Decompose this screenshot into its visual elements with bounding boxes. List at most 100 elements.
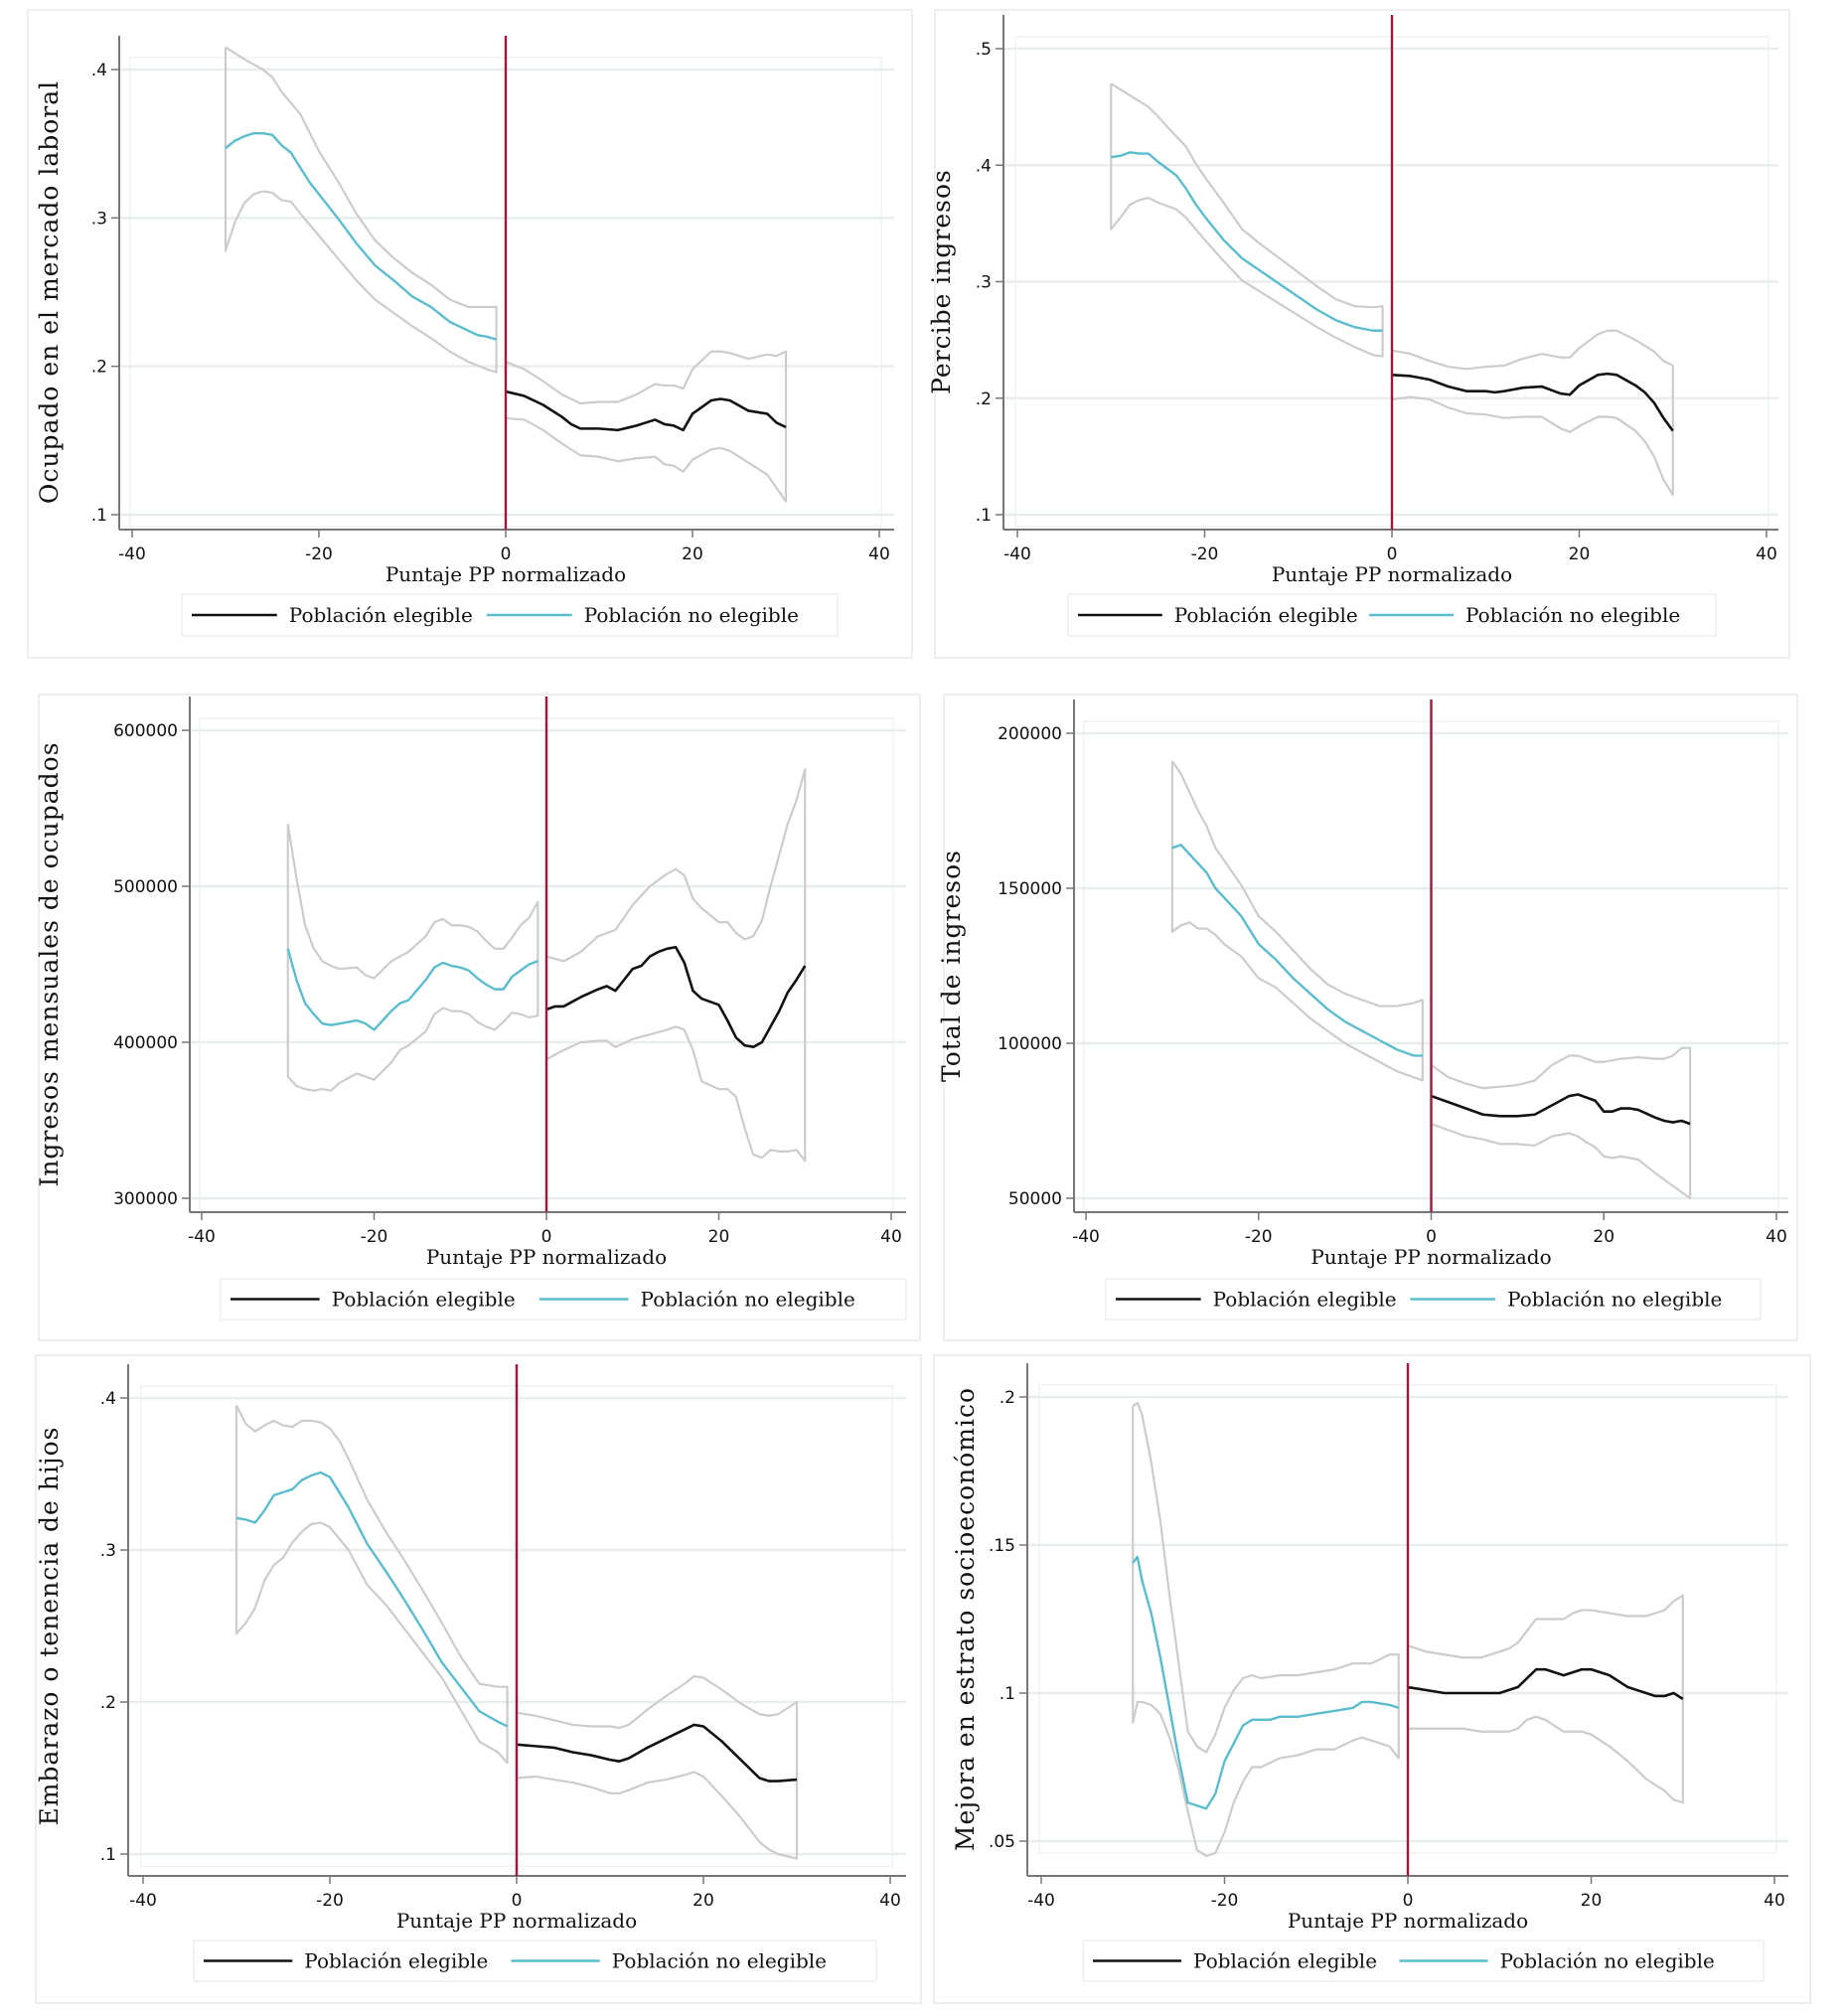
x-tick-label: 0	[1403, 1891, 1414, 1911]
no-elegible-estimate-line	[1132, 1555, 1400, 1810]
chart-panel-6: .05 .1 .15 .2 -40 -20 0 20 40 Puntaje PP normaliz…	[933, 1354, 1811, 2004]
legend: Población elegible Población no elegible	[220, 1278, 907, 1320]
x-tick-label: 40	[1756, 544, 1777, 564]
x-tick-label: -20	[305, 544, 333, 564]
legend-label-no-elegible: Población no elegible	[1507, 1288, 1722, 1312]
y-tick-label: .1	[999, 1684, 1015, 1704]
legend-label-no-elegible: Población no elegible	[1465, 603, 1680, 627]
x-tick-label: -40	[1003, 544, 1031, 564]
elegible-ci-band	[1430, 1046, 1692, 1200]
y-tick-label: 100000	[998, 1034, 1062, 1054]
no-elegible-estimate-line	[286, 948, 538, 1031]
panel-frame	[27, 9, 913, 659]
legend-label-elegible: Población elegible	[1193, 1949, 1377, 1973]
y-tick-label: .5	[976, 40, 992, 60]
y-axis-title: Percibe ingresos	[927, 169, 956, 394]
x-tick-label: 40	[879, 1891, 901, 1911]
panel-frame	[943, 694, 1798, 1341]
elegible-estimate-line	[545, 945, 807, 1049]
no-elegible-ci-band	[224, 46, 498, 374]
y-tick-label: .1	[100, 1845, 116, 1865]
x-axis-title: Puntaje PP normalizado	[1310, 1245, 1551, 1269]
legend-label-no-elegible: Población no elegible	[1500, 1949, 1715, 1973]
x-tick-label: 20	[708, 1227, 730, 1247]
legend-label-elegible: Población elegible	[304, 1949, 488, 1973]
y-axis-title: Embarazo o tenencia de hijos	[35, 1426, 64, 1825]
legend-label-elegible: Población elegible	[1174, 603, 1358, 627]
chart-panel-4: 50000 100000 150000 200000 -40 -20 0 20 40 Puntaj…	[937, 694, 1798, 1341]
no-elegible-ci-band	[1110, 82, 1384, 358]
x-tick-label: -20	[1245, 1227, 1273, 1247]
x-axis-title: Puntaje PP normalizado	[385, 562, 626, 586]
x-tick-label: -40	[118, 544, 146, 564]
x-tick-label: 20	[692, 1891, 714, 1911]
y-tick-label: 200000	[998, 724, 1062, 744]
chart-panel-5: .1 .2 .3 .4 -40 -20 0 20 40 Puntaje PP normalizad…	[35, 1354, 922, 2004]
x-tick-label: 0	[1426, 1227, 1437, 1247]
legend: Población elegible Población no elegible	[1105, 1278, 1762, 1320]
x-tick-label: 0	[541, 1227, 552, 1247]
legend-label-elegible: Población elegible	[289, 603, 473, 627]
no-elegible-estimate-line	[1171, 844, 1423, 1057]
y-tick-label: .4	[976, 156, 992, 176]
x-tick-label: -40	[188, 1227, 216, 1247]
elegible-ci-band	[504, 350, 788, 503]
y-tick-label: .1	[976, 506, 992, 526]
elegible-estimate-line	[1407, 1667, 1684, 1701]
chart-panel-1: .1 .2 .3 .4 -40 -20 0 20 40 Puntaje PP normalizad…	[27, 9, 913, 659]
x-tick-label: -20	[361, 1227, 388, 1247]
x-tick-label: -20	[1211, 1891, 1239, 1911]
legend-label-elegible: Población elegible	[1213, 1288, 1397, 1312]
x-tick-label: -20	[1191, 544, 1219, 564]
y-tick-label: 500000	[113, 877, 178, 897]
y-tick-label: 400000	[113, 1033, 178, 1053]
y-axis-title: Total de ingresos	[937, 850, 966, 1082]
x-tick-label: -40	[1027, 1891, 1055, 1911]
y-tick-label: 50000	[1008, 1189, 1062, 1209]
no-elegible-ci-band	[234, 1405, 509, 1765]
chart-panel-2: .1 .2 .3 .4 .5 -40 -20 0 20 40 Puntaje PP normaliz…	[927, 9, 1790, 659]
y-tick-label: .1	[91, 506, 107, 526]
y-axis-title: Ingresos mensuales de ocupados	[35, 741, 64, 1186]
elegible-estimate-line	[1391, 372, 1674, 432]
x-tick-label: 0	[1387, 544, 1398, 564]
elegible-estimate-line	[1431, 1093, 1691, 1126]
y-axis-title: Ocupado en el mercado laboral	[35, 80, 64, 504]
elegible-ci-band	[515, 1674, 799, 1860]
x-axis-title: Puntaje PP normalizado	[426, 1245, 667, 1269]
x-tick-label: 0	[512, 1891, 523, 1911]
x-tick-label: 40	[1766, 1227, 1787, 1247]
legend: Población elegible Población no elegible	[193, 1939, 877, 1982]
legend-label-no-elegible: Población no elegible	[612, 1949, 827, 1973]
elegible-estimate-line	[516, 1723, 798, 1783]
y-tick-label: .05	[989, 1832, 1015, 1852]
x-tick-label: -20	[316, 1891, 344, 1911]
x-axis-title: Puntaje PP normalizado	[396, 1909, 637, 1933]
y-tick-label: .3	[976, 273, 992, 293]
y-tick-label: .2	[100, 1693, 116, 1713]
x-axis-title: Puntaje PP normalizado	[1288, 1909, 1528, 1933]
panel-frame	[933, 1354, 1811, 2004]
legend-label-no-elegible: Población no elegible	[641, 1288, 855, 1312]
x-tick-label: 20	[1581, 1891, 1603, 1911]
x-tick-label: 40	[1764, 1891, 1785, 1911]
legend-label-elegible: Población elegible	[332, 1288, 516, 1312]
no-elegible-ci-band	[1170, 760, 1424, 1082]
no-elegible-ci-band	[1132, 1401, 1400, 1858]
y-tick-label: 150000	[998, 879, 1062, 899]
x-tick-label: 20	[1593, 1227, 1614, 1247]
panel-frame	[35, 1354, 922, 2004]
x-tick-label: 40	[868, 544, 890, 564]
legend-label-no-elegible: Población no elegible	[584, 603, 799, 627]
elegible-estimate-line	[505, 389, 787, 432]
y-tick-label: .4	[91, 61, 107, 80]
no-elegible-estimate-line	[1111, 151, 1383, 332]
x-tick-label: -40	[1072, 1227, 1100, 1247]
no-elegible-estimate-line	[235, 1471, 509, 1728]
y-tick-label: 600000	[113, 721, 178, 741]
legend: Población elegible Población no elegible	[1082, 1939, 1765, 1982]
x-tick-label: 20	[1569, 544, 1591, 564]
y-axis-title: Mejora en estrato socioeconómico	[951, 1387, 980, 1851]
y-tick-label: .3	[91, 209, 107, 229]
